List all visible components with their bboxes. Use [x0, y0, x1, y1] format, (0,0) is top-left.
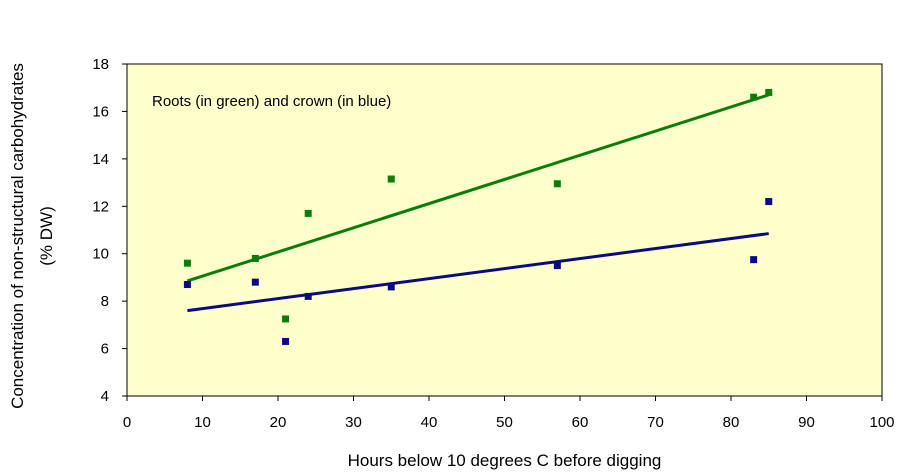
x-tick-label: 10 [194, 414, 211, 431]
x-tick-label: 100 [869, 414, 894, 431]
data-point-series-2 [282, 337, 290, 345]
data-point-series-1 [251, 254, 259, 262]
y-tick-label: 16 [92, 103, 109, 120]
y-tick-label: 18 [92, 56, 109, 73]
axes: 0 10 20 30 40 50 60 70 80 90 100 4 6 8 10 12 14 16 18 [92, 56, 894, 431]
data-point-series-2 [765, 198, 773, 206]
y-axis-label-line-1: Concentration of non-structural carbohyd… [8, 63, 27, 409]
x-tick-label: 60 [572, 414, 589, 431]
x-tick-label: 0 [123, 414, 131, 431]
trendline-series-1 [186, 93, 770, 283]
data-point-series-1 [765, 88, 773, 96]
data-point-series-1 [387, 175, 395, 183]
y-tick-label: 4 [101, 388, 109, 405]
x-tick-label: 40 [421, 414, 438, 431]
trendlines [186, 93, 770, 313]
data-point-series-2 [251, 278, 259, 286]
plot-area [126, 63, 883, 397]
data-point-series-1 [750, 93, 758, 101]
y-axis-label-line-2: (% DW) [37, 206, 56, 265]
data-point-series-1 [183, 259, 191, 267]
data-point-series-2 [553, 262, 561, 270]
y-tick-label: 14 [92, 151, 109, 168]
x-tick-label: 70 [647, 414, 664, 431]
x-axis-label: Hours below 10 degrees C before digging [348, 451, 662, 470]
chart-annotation: Roots (in green) and crown (in blue) [152, 93, 391, 110]
data-point-series-2 [387, 283, 395, 291]
y-tick-label: 6 [101, 341, 109, 358]
data-point-series-1 [282, 315, 290, 323]
x-tick-label: 90 [798, 414, 815, 431]
x-tick-label: 50 [496, 414, 513, 431]
y-tick-label: 10 [92, 246, 109, 263]
data-point-series-1 [304, 209, 312, 217]
x-tick-label: 80 [723, 414, 740, 431]
data-point-series-1 [553, 180, 561, 188]
x-tick-label: 30 [345, 414, 362, 431]
data-points [183, 88, 773, 345]
data-point-series-2 [304, 292, 312, 300]
data-point-series-2 [183, 281, 191, 289]
trendline-series-2 [187, 232, 769, 313]
y-tick-label: 8 [101, 293, 109, 310]
y-tick-label: 12 [92, 198, 109, 215]
x-tick-label: 20 [270, 414, 287, 431]
data-point-series-2 [750, 256, 758, 264]
